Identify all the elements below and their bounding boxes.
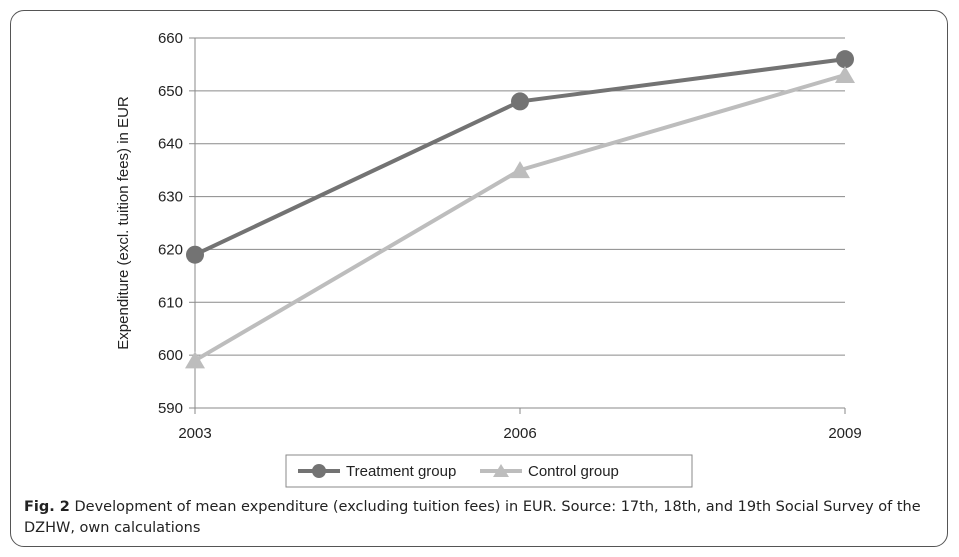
y-tick-label: 610 bbox=[158, 294, 183, 311]
x-tick-label: 2006 bbox=[503, 425, 536, 442]
figure-caption: Fig. 2 Development of mean expenditure (… bbox=[24, 497, 929, 539]
legend-marker bbox=[493, 464, 509, 477]
series-line bbox=[194, 57, 846, 257]
series-group bbox=[185, 50, 855, 369]
legend-label: Control group bbox=[528, 463, 619, 480]
y-tick-label: 620 bbox=[158, 241, 183, 258]
y-tick-labels: 590 600 610 620 630 640 650 660 bbox=[158, 30, 183, 417]
x-tick-labels: 2003 2006 2009 bbox=[178, 425, 861, 442]
caption-label: Fig. 2 bbox=[24, 499, 70, 515]
axes bbox=[189, 37, 846, 414]
x-tick-label: 2003 bbox=[178, 425, 211, 442]
y-tick-label: 650 bbox=[158, 83, 183, 100]
legend-marker bbox=[312, 464, 326, 478]
y-tick-label: 660 bbox=[158, 30, 183, 47]
data-point bbox=[186, 245, 204, 264]
grid-lines bbox=[195, 37, 845, 409]
legend-label: Treatment group bbox=[346, 463, 456, 480]
series-control bbox=[185, 66, 855, 369]
data-point bbox=[836, 50, 854, 69]
series-treatment bbox=[186, 50, 854, 264]
y-tick-label: 640 bbox=[158, 136, 183, 153]
line-chart: 590 600 610 620 630 640 650 660 2003 2006 2009 Ex… bbox=[115, 30, 862, 488]
legend-entry: Treatment group bbox=[298, 463, 456, 480]
y-axis-label: Expenditure (excl. tuition fees) in EUR bbox=[115, 96, 132, 350]
data-point bbox=[510, 161, 530, 179]
legend-entry: Control group bbox=[480, 463, 619, 480]
y-tick-label: 630 bbox=[158, 189, 183, 206]
caption-text: Development of mean expenditure (excludi… bbox=[24, 499, 921, 536]
data-point bbox=[511, 92, 529, 111]
y-tick-label: 590 bbox=[158, 400, 183, 417]
data-point bbox=[185, 351, 205, 369]
data-point bbox=[835, 66, 855, 83]
x-tick-label: 2009 bbox=[828, 425, 861, 442]
series-line bbox=[193, 73, 846, 363]
y-tick-label: 600 bbox=[158, 347, 183, 364]
legend: Treatment group Control group bbox=[285, 454, 693, 488]
